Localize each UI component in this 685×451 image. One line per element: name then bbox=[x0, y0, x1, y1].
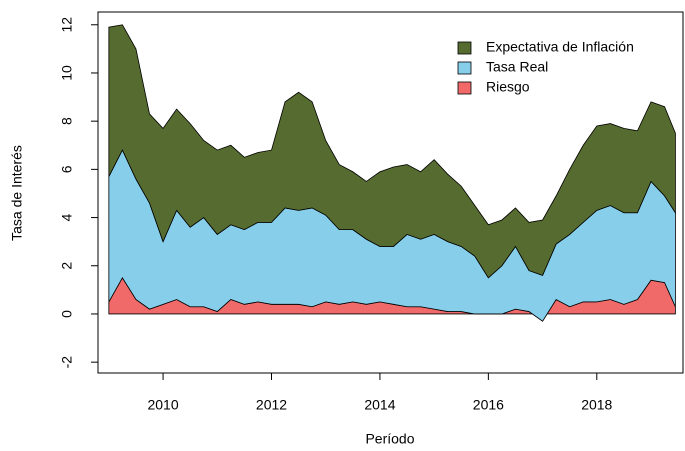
x-tick-label: 2014 bbox=[364, 397, 395, 413]
legend-label: Expectativa de Inflación bbox=[486, 39, 634, 55]
y-tick-label: -2 bbox=[59, 356, 75, 369]
legend-swatch bbox=[457, 41, 472, 55]
y-tick-label: 12 bbox=[59, 17, 75, 33]
y-tick-label: 0 bbox=[59, 310, 75, 318]
y-tick-label: 10 bbox=[59, 65, 75, 81]
x-tick-label: 2018 bbox=[581, 397, 612, 413]
x-tick-label: 2010 bbox=[147, 397, 178, 413]
area bbox=[108, 24, 676, 279]
plot-frame bbox=[97, 11, 684, 374]
x-tick-label: 2012 bbox=[256, 397, 287, 413]
y-tick-label: 6 bbox=[59, 165, 75, 173]
y-tick-label: 4 bbox=[59, 213, 75, 221]
legend-label: Tasa Real bbox=[486, 59, 548, 75]
legend-swatch bbox=[457, 61, 472, 75]
y-tick-label: 8 bbox=[59, 117, 75, 125]
x-tick-label: 2016 bbox=[473, 397, 504, 413]
x-axis-label: Período bbox=[365, 431, 414, 447]
legend-label: Riesgo bbox=[486, 79, 530, 95]
y-tick-label: 2 bbox=[59, 262, 75, 270]
y-axis-label: Tasa de Interés bbox=[9, 145, 25, 241]
legend-swatch bbox=[457, 81, 472, 95]
